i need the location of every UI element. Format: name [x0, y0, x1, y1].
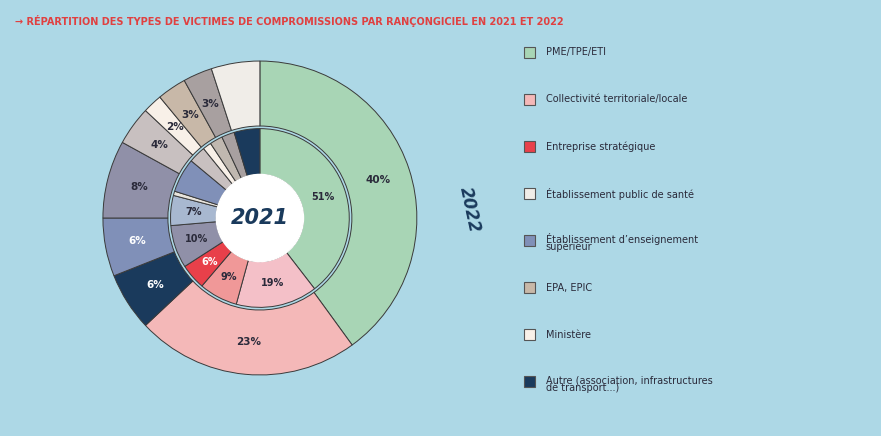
Wedge shape [185, 242, 232, 286]
Text: 8%: 8% [130, 182, 148, 192]
FancyBboxPatch shape [524, 94, 535, 105]
Text: Collectivité territoriale/locale: Collectivité territoriale/locale [545, 95, 687, 104]
Text: 10%: 10% [185, 235, 209, 245]
Wedge shape [202, 251, 248, 304]
Text: 3%: 3% [202, 99, 219, 109]
Text: EPA, EPIC: EPA, EPIC [545, 283, 592, 293]
Wedge shape [103, 143, 179, 218]
Wedge shape [114, 252, 193, 325]
FancyBboxPatch shape [524, 330, 535, 340]
Text: 6%: 6% [146, 280, 164, 290]
Wedge shape [234, 129, 260, 176]
Text: de transport...): de transport...) [545, 383, 619, 393]
Circle shape [217, 174, 303, 262]
Text: 23%: 23% [236, 337, 261, 347]
Wedge shape [145, 97, 201, 155]
Wedge shape [122, 111, 193, 174]
Text: Entreprise stratégique: Entreprise stratégique [545, 141, 655, 152]
FancyBboxPatch shape [524, 188, 535, 199]
Wedge shape [145, 281, 352, 375]
Wedge shape [191, 149, 233, 190]
Text: PME/TPE/ETI: PME/TPE/ETI [545, 48, 605, 57]
Text: 6%: 6% [202, 257, 218, 267]
Text: Ministère: Ministère [545, 330, 590, 340]
Wedge shape [204, 143, 236, 184]
Text: supérieur: supérieur [545, 242, 592, 252]
Text: 40%: 40% [366, 174, 391, 184]
Text: 2%: 2% [166, 122, 183, 132]
FancyBboxPatch shape [524, 283, 535, 293]
Wedge shape [211, 61, 260, 130]
Text: Établissement d’enseignement: Établissement d’enseignement [545, 233, 698, 245]
Wedge shape [103, 218, 174, 276]
Wedge shape [174, 161, 226, 205]
Text: 51%: 51% [311, 191, 335, 201]
FancyBboxPatch shape [524, 235, 535, 246]
Text: Autre (association, infrastructures: Autre (association, infrastructures [545, 375, 713, 385]
Text: → RÉPARTITION DES TYPES DE VICTIMES DE COMPROMISSIONS PAR RANÇONGICIEL EN 2021 E: → RÉPARTITION DES TYPES DE VICTIMES DE C… [15, 15, 564, 27]
FancyBboxPatch shape [524, 376, 535, 387]
Wedge shape [171, 222, 223, 266]
FancyBboxPatch shape [524, 47, 535, 58]
Text: 2022: 2022 [455, 185, 483, 234]
Text: 7%: 7% [185, 208, 202, 217]
Text: 19%: 19% [261, 278, 285, 288]
Wedge shape [222, 133, 248, 178]
Text: 9%: 9% [220, 272, 237, 282]
Wedge shape [159, 81, 216, 147]
Wedge shape [211, 137, 241, 182]
Wedge shape [260, 61, 417, 345]
Wedge shape [171, 195, 218, 225]
Text: Établissement public de santé: Établissement public de santé [545, 187, 693, 200]
Wedge shape [184, 69, 232, 137]
FancyBboxPatch shape [524, 141, 535, 152]
Text: 4%: 4% [151, 140, 168, 150]
Text: 6%: 6% [129, 236, 146, 246]
Text: 3%: 3% [181, 110, 199, 120]
Wedge shape [260, 129, 349, 289]
Wedge shape [174, 191, 218, 207]
Wedge shape [236, 252, 315, 307]
Text: 2021: 2021 [231, 208, 289, 228]
